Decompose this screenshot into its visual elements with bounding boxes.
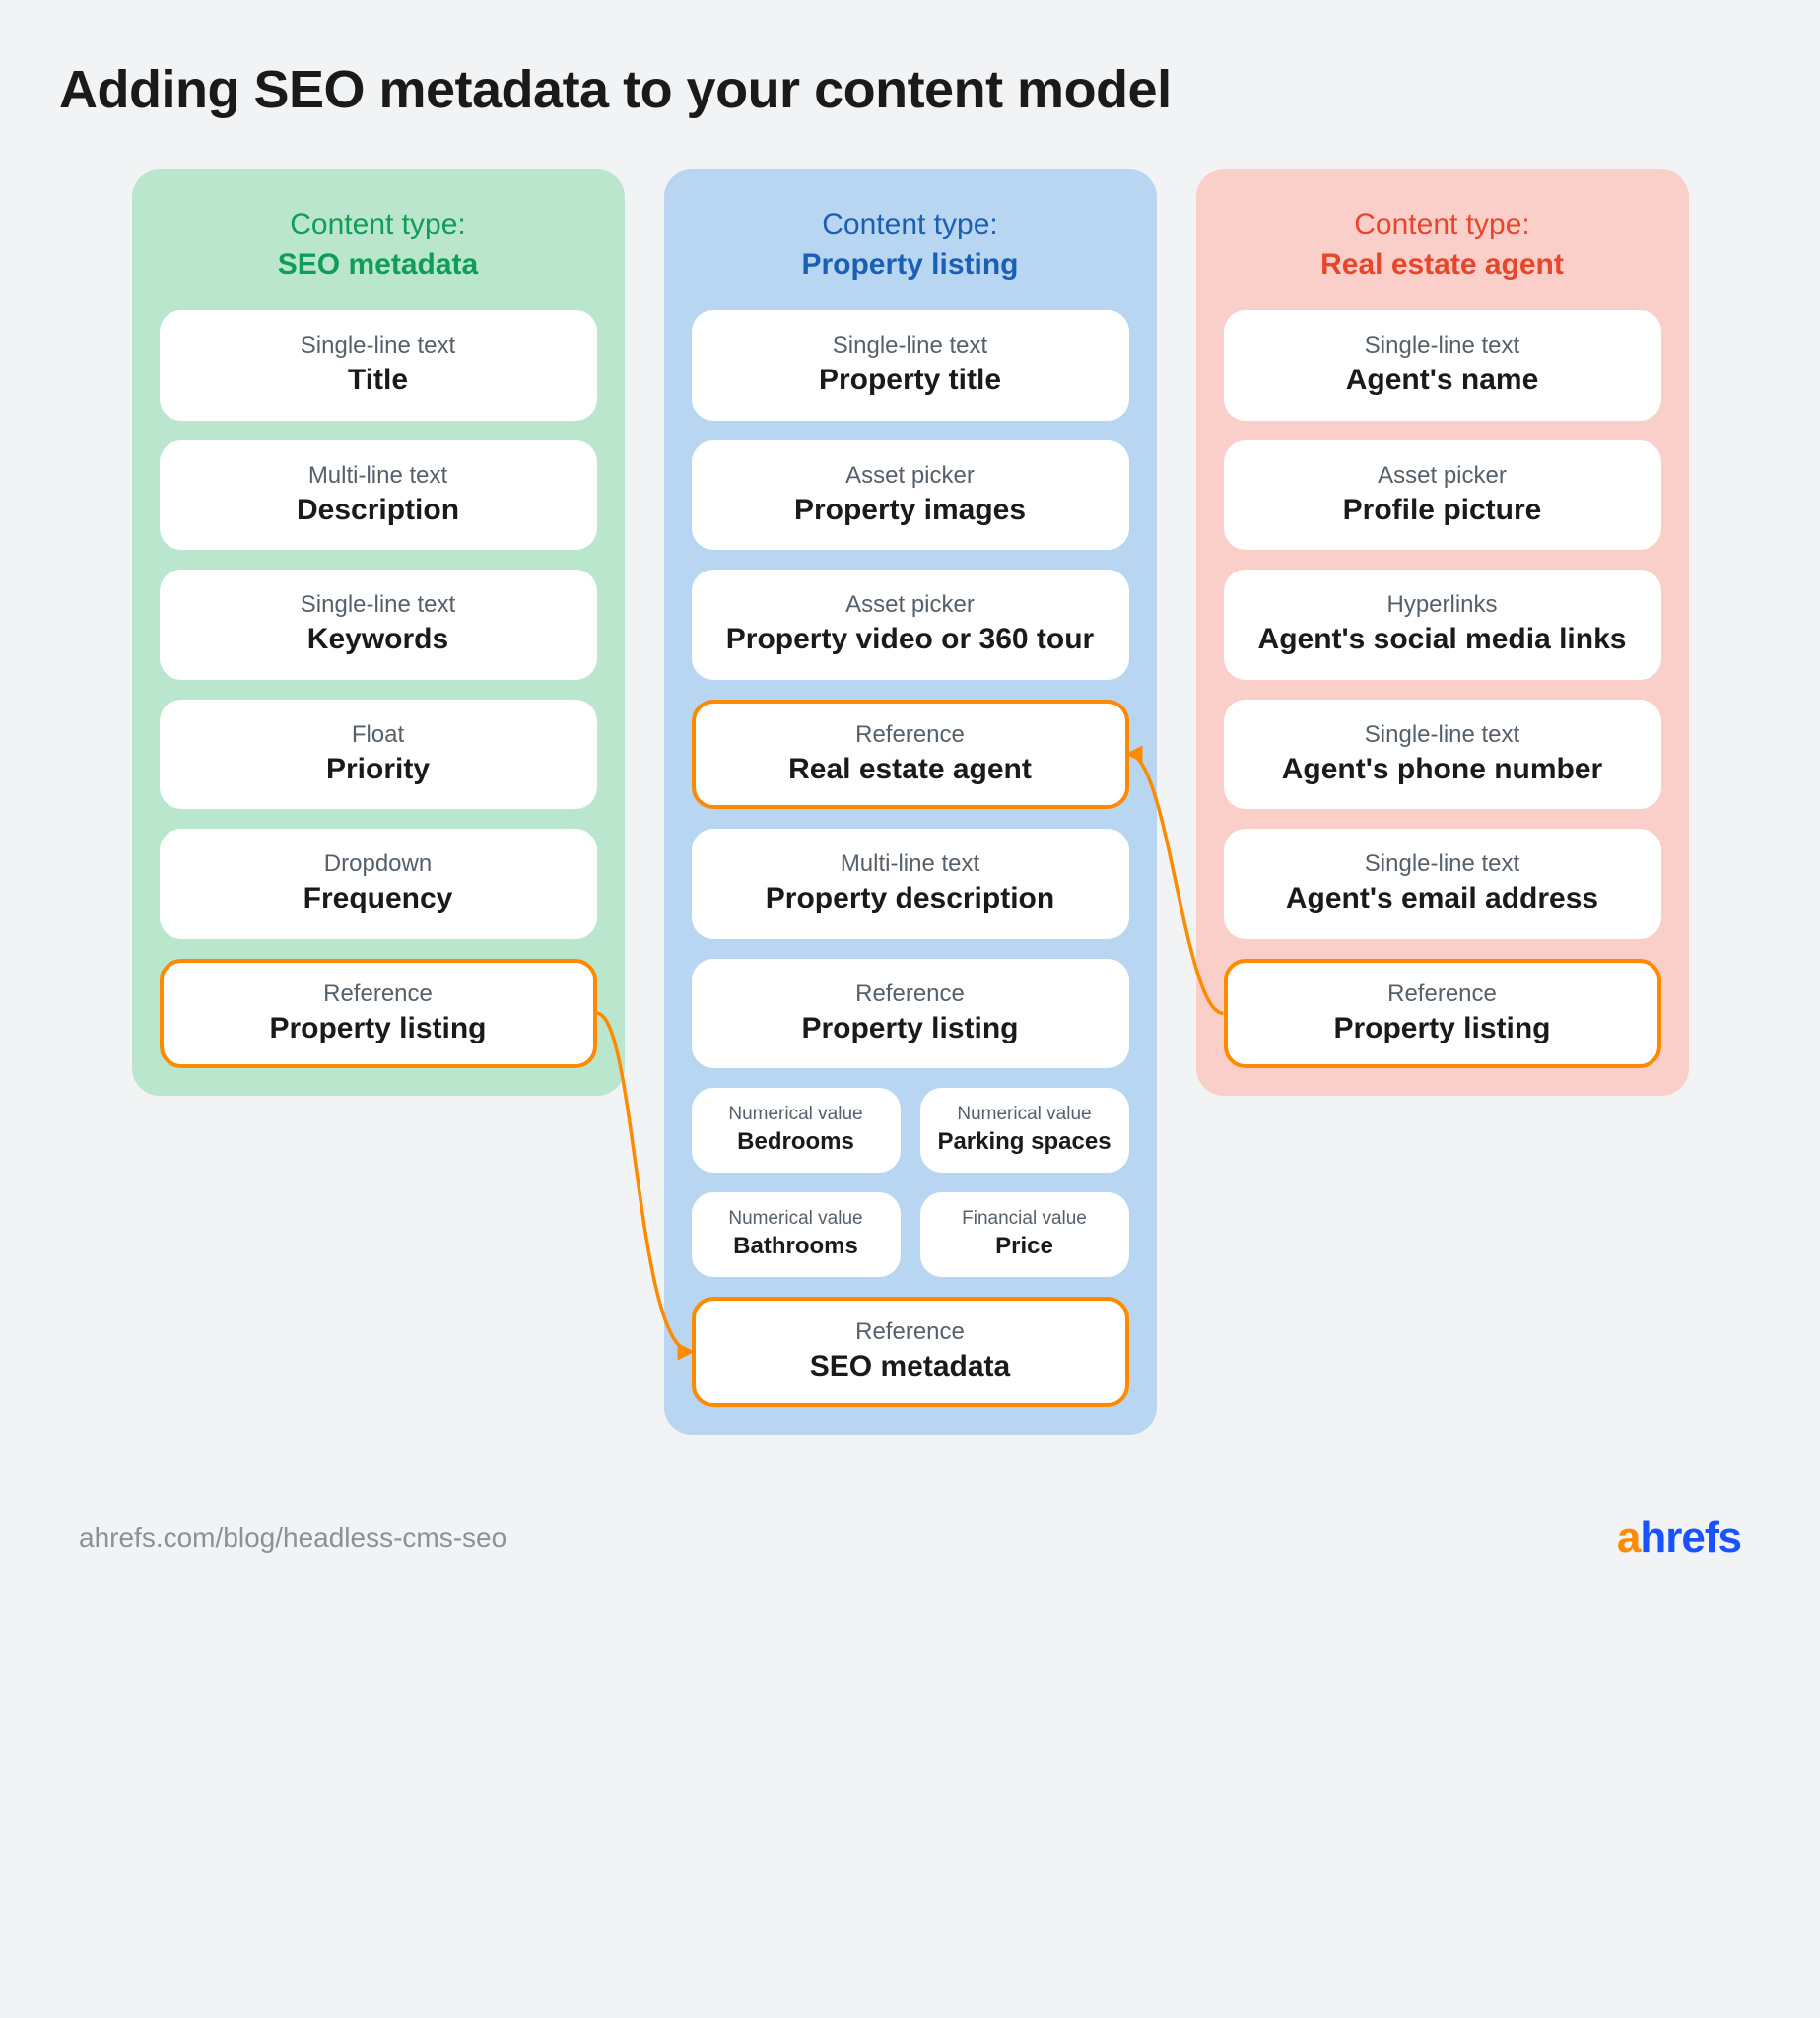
field-card: Single-line textAgent's email address xyxy=(1224,829,1661,939)
field-pair: Numerical valueBedroomsNumerical valuePa… xyxy=(692,1088,1129,1173)
field-card: Asset pickerProperty video or 360 tour xyxy=(692,570,1129,680)
footer-url: ahrefs.com/blog/headless-cms-seo xyxy=(79,1522,506,1554)
field-card: Single-line textKeywords xyxy=(160,570,597,680)
column-header: Content type:Property listing xyxy=(692,205,1129,285)
field-card-small: Numerical valueBedrooms xyxy=(692,1088,901,1173)
field-card-small: Numerical valueBathrooms xyxy=(692,1192,901,1277)
column-0: Content type:SEO metadata Single-line tex… xyxy=(132,169,625,1096)
column-header: Content type:Real estate agent xyxy=(1224,205,1661,285)
reference-card: ReferenceProperty listing xyxy=(1224,959,1661,1069)
field-card: Asset pickerProperty images xyxy=(692,440,1129,551)
field-card: Multi-line textProperty description xyxy=(692,829,1129,939)
field-pair: Numerical valueBathroomsFinancial valueP… xyxy=(692,1192,1129,1277)
field-card-small: Numerical valueParking spaces xyxy=(920,1088,1129,1173)
field-card: DropdownFrequency xyxy=(160,829,597,939)
columns-container: Content type:SEO metadata Single-line tex… xyxy=(59,169,1761,1435)
field-card: Single-line textTitle xyxy=(160,310,597,421)
field-card: Multi-line textDescription xyxy=(160,440,597,551)
field-card: Single-line textAgent's phone number xyxy=(1224,700,1661,810)
reference-card: ReferenceSEO metadata xyxy=(692,1297,1129,1407)
field-card-small: Financial valuePrice xyxy=(920,1192,1129,1277)
footer: ahrefs.com/blog/headless-cms-seo ahrefs xyxy=(59,1514,1761,1563)
field-card: Single-line textAgent's name xyxy=(1224,310,1661,421)
page-title: Adding SEO metadata to your content mode… xyxy=(59,59,1761,120)
field-card: Single-line textProperty title xyxy=(692,310,1129,421)
column-header: Content type:SEO metadata xyxy=(160,205,597,285)
field-card: FloatPriority xyxy=(160,700,597,810)
column-1: Content type:Property listing Single-line… xyxy=(664,169,1157,1435)
reference-card: ReferenceReal estate agent xyxy=(692,700,1129,810)
field-card: HyperlinksAgent's social media links xyxy=(1224,570,1661,680)
field-card: ReferenceProperty listing xyxy=(692,959,1129,1069)
field-card: Asset pickerProfile picture xyxy=(1224,440,1661,551)
column-2: Content type:Real estate agent Single-lin… xyxy=(1196,169,1689,1096)
ahrefs-logo: ahrefs xyxy=(1617,1514,1741,1563)
reference-card: ReferenceProperty listing xyxy=(160,959,597,1069)
